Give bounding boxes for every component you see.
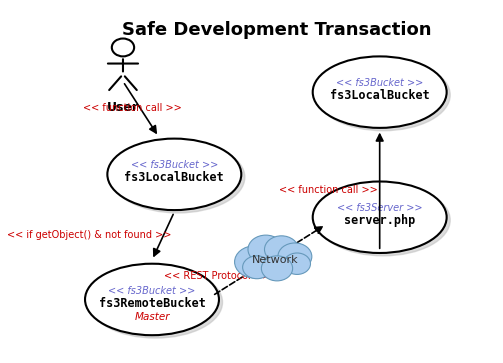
Text: << fs3Bucket >>: << fs3Bucket >>: [108, 286, 196, 295]
Text: server.php: server.php: [344, 214, 415, 227]
Text: << REST Protocol >>: << REST Protocol >>: [163, 271, 270, 281]
Text: << function call >>: << function call >>: [82, 103, 181, 113]
Text: << fs3Bucket >>: << fs3Bucket >>: [131, 160, 218, 170]
Ellipse shape: [313, 182, 447, 253]
Text: Master: Master: [134, 311, 170, 322]
Ellipse shape: [107, 139, 241, 210]
Text: User: User: [107, 101, 139, 114]
Ellipse shape: [89, 266, 222, 338]
Text: << fs3Bucket >>: << fs3Bucket >>: [336, 78, 424, 88]
Ellipse shape: [111, 142, 245, 213]
Ellipse shape: [85, 264, 219, 335]
Ellipse shape: [316, 59, 450, 131]
Circle shape: [265, 236, 298, 263]
Circle shape: [278, 243, 312, 270]
Text: Network: Network: [252, 255, 298, 265]
Circle shape: [234, 246, 275, 278]
Text: fs3RemoteBucket: fs3RemoteBucket: [99, 297, 205, 310]
Text: Safe Development Transaction: Safe Development Transaction: [122, 21, 432, 38]
Circle shape: [242, 256, 271, 279]
Circle shape: [284, 253, 310, 274]
Text: << function call >>: << function call >>: [279, 185, 378, 195]
Circle shape: [262, 256, 293, 281]
Text: fs3LocalBucket: fs3LocalBucket: [330, 89, 430, 102]
Circle shape: [248, 235, 284, 264]
Text: << if getObject() & not found >>: << if getObject() & not found >>: [8, 230, 172, 240]
Ellipse shape: [316, 184, 450, 256]
Text: fs3LocalBucket: fs3LocalBucket: [124, 171, 224, 184]
Text: << fs3Server >>: << fs3Server >>: [337, 203, 423, 213]
Ellipse shape: [313, 56, 447, 128]
